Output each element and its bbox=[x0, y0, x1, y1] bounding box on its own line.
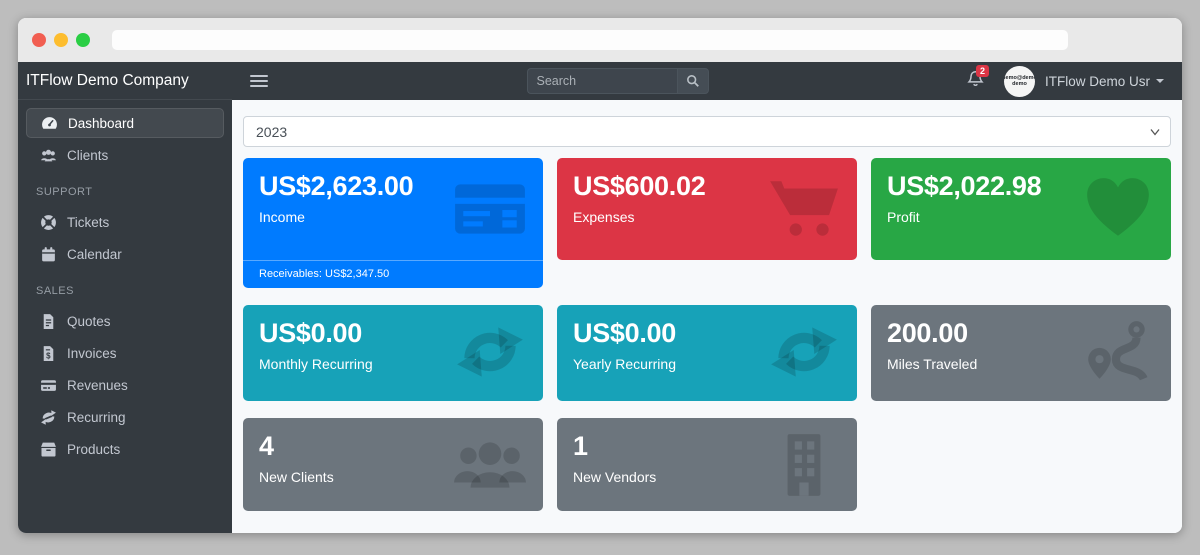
card-label: New Vendors bbox=[573, 469, 657, 485]
sync-icon bbox=[41, 409, 56, 425]
life-ring-icon bbox=[41, 214, 56, 230]
chevron-down-icon bbox=[1150, 129, 1160, 136]
sidebar-item-recurring[interactable]: Recurring bbox=[26, 402, 224, 432]
sidebar-item-tickets[interactable]: Tickets bbox=[26, 207, 224, 237]
sidebar-item-revenues[interactable]: Revenues bbox=[26, 370, 224, 400]
card-value: US$0.00 bbox=[573, 318, 676, 348]
card-expenses[interactable]: US$600.02 Expenses bbox=[557, 158, 857, 260]
sidebar-item-dashboard[interactable]: Dashboard bbox=[26, 108, 224, 138]
sync-icon bbox=[457, 327, 523, 377]
sidebar-item-clients[interactable]: Clients bbox=[26, 140, 224, 170]
card-income[interactable]: US$2,623.00 Income Receivable bbox=[243, 158, 543, 288]
brand-title[interactable]: ITFlow Demo Company bbox=[18, 62, 232, 100]
file-icon bbox=[43, 313, 54, 329]
card-label: Profit bbox=[887, 209, 920, 225]
sidebar-item-label: Calendar bbox=[67, 246, 122, 262]
sidebar-item-invoices[interactable]: $ Invoices bbox=[26, 338, 224, 368]
sidebar-item-label: Dashboard bbox=[68, 115, 135, 131]
search-icon bbox=[686, 75, 699, 87]
sidebar: ITFlow Demo Company Dashboard bbox=[18, 62, 232, 533]
card-label: Expenses bbox=[573, 209, 635, 225]
sidebar-item-products[interactable]: Products bbox=[26, 434, 224, 464]
top-navbar: 2 demo@demo demo ITFlow Demo Usr bbox=[232, 62, 1182, 100]
card-label: Monthly Recurring bbox=[259, 356, 373, 372]
year-select-value: 2023 bbox=[256, 123, 288, 140]
sidebar-item-label: Clients bbox=[67, 147, 109, 163]
sidebar-section-sales: SALES bbox=[36, 285, 74, 297]
sidebar-item-label: Recurring bbox=[67, 409, 126, 425]
sidebar-item-label: Quotes bbox=[67, 313, 111, 329]
route-icon bbox=[1088, 321, 1148, 382]
search-input[interactable] bbox=[526, 68, 677, 94]
chevron-down-icon bbox=[1156, 79, 1165, 83]
card-value: US$2,022.98 bbox=[887, 171, 1042, 201]
user-name: ITFlow Demo Usr bbox=[1045, 73, 1151, 89]
card-miles-traveled[interactable]: 200.00 Miles Traveled bbox=[871, 305, 1171, 401]
file-invoice-dollar-icon: $ bbox=[43, 345, 54, 361]
close-traffic-light-icon[interactable] bbox=[32, 33, 46, 47]
card-profit[interactable]: US$2,022.98 Profit bbox=[871, 158, 1171, 260]
building-icon bbox=[787, 434, 821, 496]
sidebar-item-label: Tickets bbox=[67, 214, 110, 230]
card-label: Yearly Recurring bbox=[573, 356, 676, 372]
sidebar-item-label: Revenues bbox=[67, 377, 128, 393]
search-group bbox=[526, 68, 709, 94]
url-bar[interactable] bbox=[112, 30, 1068, 50]
card-value: US$600.02 bbox=[573, 171, 706, 201]
sidebar-section-support: SUPPORT bbox=[36, 186, 93, 198]
shopping-cart-icon bbox=[770, 181, 838, 236]
sidebar-item-label: Products bbox=[67, 441, 121, 457]
card-label: New Clients bbox=[259, 469, 334, 485]
card-yearly-recurring[interactable]: US$0.00 Yearly Recurring bbox=[557, 305, 857, 401]
svg-text:$: $ bbox=[46, 351, 51, 360]
credit-card-icon bbox=[455, 184, 525, 234]
card-label: Miles Traveled bbox=[887, 356, 978, 372]
users-icon bbox=[41, 149, 56, 161]
avatar[interactable]: demo@demo demo bbox=[1004, 65, 1035, 97]
sidebar-item-label: Invoices bbox=[67, 345, 117, 361]
calendar-icon bbox=[42, 246, 55, 261]
year-select[interactable]: 2023 bbox=[243, 116, 1171, 147]
minimize-traffic-light-icon[interactable] bbox=[54, 33, 68, 47]
sidebar-item-calendar[interactable]: Calendar bbox=[26, 239, 224, 269]
card-label: Income bbox=[259, 209, 305, 225]
tachometer-icon bbox=[42, 116, 57, 129]
card-value: US$2,623.00 bbox=[259, 171, 414, 201]
card-value: 1 bbox=[573, 431, 588, 461]
card-value: 4 bbox=[259, 431, 274, 461]
notifications-button[interactable]: 2 bbox=[967, 65, 990, 92]
user-menu[interactable]: ITFlow Demo Usr bbox=[1045, 73, 1165, 89]
notification-count-badge: 2 bbox=[976, 65, 990, 77]
browser-chrome bbox=[18, 18, 1182, 62]
sidebar-item-quotes[interactable]: Quotes bbox=[26, 306, 224, 336]
search-button[interactable] bbox=[676, 68, 709, 94]
card-new-vendors[interactable]: 1 New Vendors bbox=[557, 418, 857, 511]
browser-window: ITFlow Demo Company Dashboard bbox=[18, 18, 1182, 533]
heart-icon bbox=[1087, 178, 1149, 236]
card-new-clients[interactable]: 4 New Clients bbox=[243, 418, 543, 511]
sync-icon bbox=[771, 327, 837, 377]
card-footer: Receivables: US$2,347.50 bbox=[243, 260, 543, 288]
users-icon bbox=[454, 442, 526, 488]
card-monthly-recurring[interactable]: US$0.00 Monthly Recurring bbox=[243, 305, 543, 401]
card-value: 200.00 bbox=[887, 318, 968, 348]
credit-card-icon bbox=[41, 379, 56, 391]
sidebar-toggle-icon[interactable] bbox=[250, 75, 268, 87]
box-icon bbox=[41, 442, 56, 457]
dashboard-content: 2023 US$2,623.00 Income bbox=[232, 100, 1182, 533]
maximize-traffic-light-icon[interactable] bbox=[76, 33, 90, 47]
card-value: US$0.00 bbox=[259, 318, 362, 348]
